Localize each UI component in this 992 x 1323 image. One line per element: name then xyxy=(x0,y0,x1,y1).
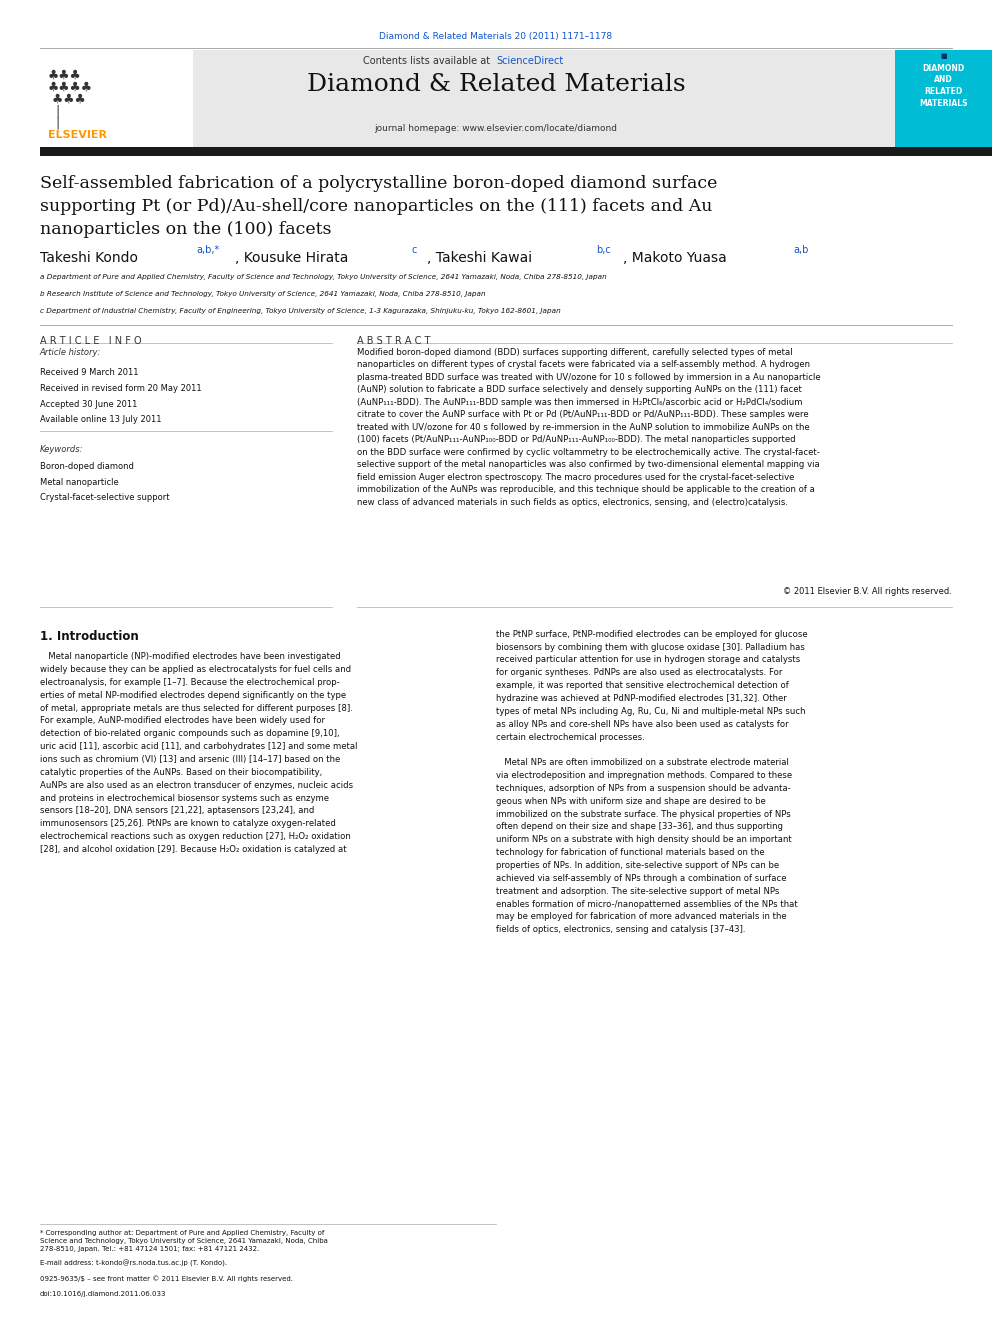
Text: Received in revised form 20 May 2011: Received in revised form 20 May 2011 xyxy=(40,384,201,393)
Text: , Takeshi Kawai: , Takeshi Kawai xyxy=(427,251,532,266)
Text: ELSEVIER: ELSEVIER xyxy=(48,130,106,140)
Text: Available online 13 July 2011: Available online 13 July 2011 xyxy=(40,415,161,425)
Text: ■: ■ xyxy=(940,53,946,60)
Text: Modified boron-doped diamond (BDD) surfaces supporting different, carefully sele: Modified boron-doped diamond (BDD) surfa… xyxy=(357,348,820,507)
Text: Keywords:: Keywords: xyxy=(40,445,83,454)
Bar xyxy=(895,50,992,149)
Text: a,b,*: a,b,* xyxy=(196,245,219,255)
Text: Self-assembled fabrication of a polycrystalline boron-doped diamond surface: Self-assembled fabrication of a polycrys… xyxy=(40,175,717,192)
Text: Crystal-facet-selective support: Crystal-facet-selective support xyxy=(40,493,170,503)
Text: A B S T R A C T: A B S T R A C T xyxy=(357,336,431,347)
Text: Diamond & Related Materials: Diamond & Related Materials xyxy=(307,73,685,95)
Text: , Makoto Yuasa: , Makoto Yuasa xyxy=(623,251,727,266)
Text: Contents lists available at: Contents lists available at xyxy=(363,56,493,66)
Text: Received 9 March 2011: Received 9 March 2011 xyxy=(40,368,138,377)
Text: a Department of Pure and Applied Chemistry, Faculty of Science and Technology, T: a Department of Pure and Applied Chemist… xyxy=(40,274,606,280)
Text: Takeshi Kondo: Takeshi Kondo xyxy=(40,251,138,266)
Text: c Department of Industrial Chemistry, Faculty of Engineering, Tokyo University o: c Department of Industrial Chemistry, Fa… xyxy=(40,308,560,315)
Text: ScienceDirect: ScienceDirect xyxy=(496,56,563,66)
Text: Boron-doped diamond: Boron-doped diamond xyxy=(40,462,134,471)
Text: * Corresponding author at: Department of Pure and Applied Chemistry, Faculty of
: * Corresponding author at: Department of… xyxy=(40,1230,327,1253)
Text: journal homepage: www.elsevier.com/locate/diamond: journal homepage: www.elsevier.com/locat… xyxy=(375,124,617,134)
Text: Metal nanoparticle (NP)-modified electrodes have been investigated
widely becaus: Metal nanoparticle (NP)-modified electro… xyxy=(40,652,357,853)
Text: the PtNP surface, PtNP-modified electrodes can be employed for glucose
biosensor: the PtNP surface, PtNP-modified electrod… xyxy=(496,630,807,934)
Bar xyxy=(40,50,895,149)
Text: E-mail address: t-kondo@rs.noda.tus.ac.jp (T. Kondo).: E-mail address: t-kondo@rs.noda.tus.ac.j… xyxy=(40,1259,227,1266)
Text: a,b: a,b xyxy=(794,245,808,255)
Text: nanoparticles on the (100) facets: nanoparticles on the (100) facets xyxy=(40,221,331,238)
Text: A R T I C L E   I N F O: A R T I C L E I N F O xyxy=(40,336,141,347)
Text: b Research Institute of Science and Technology, Tokyo University of Science, 264: b Research Institute of Science and Tech… xyxy=(40,291,485,298)
Bar xyxy=(40,147,992,156)
Text: Accepted 30 June 2011: Accepted 30 June 2011 xyxy=(40,400,137,409)
Text: , Kousuke Hirata: , Kousuke Hirata xyxy=(235,251,348,266)
Text: ♣♣♣
♣♣♣♣
 ♣♣♣
  |
  |: ♣♣♣ ♣♣♣♣ ♣♣♣ | | xyxy=(48,69,92,130)
Text: DIAMOND
AND
RELATED
MATERIALS: DIAMOND AND RELATED MATERIALS xyxy=(920,64,967,108)
Text: doi:10.1016/j.diamond.2011.06.033: doi:10.1016/j.diamond.2011.06.033 xyxy=(40,1291,167,1298)
Text: c: c xyxy=(412,245,417,255)
Text: b,c: b,c xyxy=(596,245,611,255)
Text: 0925-9635/$ – see front matter © 2011 Elsevier B.V. All rights reserved.: 0925-9635/$ – see front matter © 2011 El… xyxy=(40,1275,293,1282)
Bar xyxy=(40,50,193,149)
Text: Metal nanoparticle: Metal nanoparticle xyxy=(40,478,118,487)
Text: Article history:: Article history: xyxy=(40,348,101,357)
Text: © 2011 Elsevier B.V. All rights reserved.: © 2011 Elsevier B.V. All rights reserved… xyxy=(784,587,952,597)
Text: supporting Pt (or Pd)/Au-shell/core nanoparticles on the (111) facets and Au: supporting Pt (or Pd)/Au-shell/core nano… xyxy=(40,198,712,216)
Text: 1. Introduction: 1. Introduction xyxy=(40,630,139,643)
Text: Diamond & Related Materials 20 (2011) 1171–1178: Diamond & Related Materials 20 (2011) 11… xyxy=(379,32,613,41)
